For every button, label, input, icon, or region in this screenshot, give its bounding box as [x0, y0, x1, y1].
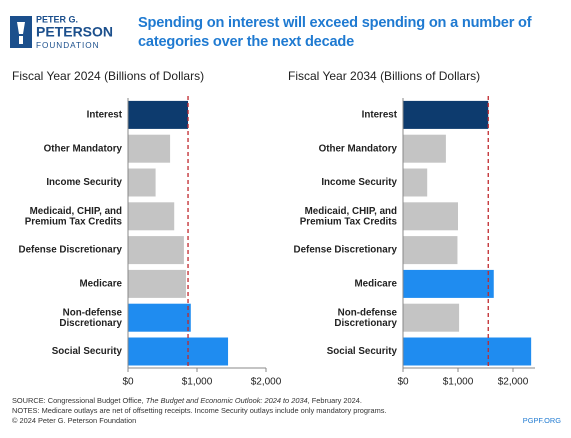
category-label: Non-defense Discretionary: [59, 307, 122, 329]
category-label: Defense Discretionary: [294, 245, 398, 256]
category-label: Other Mandatory: [44, 143, 123, 154]
source-text: SOURCE: Congressional Budget Office,: [12, 396, 146, 405]
bar: [128, 168, 156, 197]
category-label: Social Security: [52, 346, 123, 357]
category-label: Interest: [87, 109, 123, 120]
bar: [403, 202, 458, 231]
x-tick-label: $1,000: [182, 377, 213, 388]
source-text: The Budget and Economic Outlook: 2024 to…: [145, 396, 308, 405]
category-label: Income Security: [46, 177, 122, 188]
bar: [128, 236, 184, 265]
chart-subtitle: Fiscal Year 2034 (Billions of Dollars): [288, 69, 480, 83]
url: PGPF.ORG: [522, 416, 561, 425]
bar: [403, 269, 494, 298]
bar: [128, 303, 191, 332]
category-label: Income Security: [321, 177, 397, 188]
category-label: Other Mandatory: [319, 143, 398, 154]
x-tick-label: $0: [397, 377, 409, 388]
bar: [128, 202, 175, 231]
bar: [128, 100, 189, 129]
category-label: Medicare: [80, 278, 123, 289]
logo-text: PETER G.: [36, 14, 78, 24]
bar: [128, 269, 186, 298]
category-label: Medicaid, CHIP, and Premium Tax Credits: [25, 206, 123, 228]
copyright: © 2024 Peter G. Peterson Foundation: [12, 416, 137, 425]
logo-torch: [17, 22, 25, 44]
title: Spending on interest will exceed spendin…: [138, 15, 532, 50]
x-tick-label: $1,000: [443, 377, 474, 388]
logo-text: PETERSON: [36, 24, 113, 40]
x-tick-label: $0: [122, 377, 134, 388]
notes: NOTES: Medicare outlays are net of offse…: [12, 406, 387, 415]
bar: [403, 236, 458, 265]
bar: [403, 134, 446, 163]
source: SOURCE: Congressional Budget Office, The…: [12, 396, 562, 406]
x-tick-label: $2,000: [498, 377, 529, 388]
bar: [403, 303, 460, 332]
bar: [403, 100, 489, 129]
logo: PETER G. PETERSON FOUNDATION: [10, 14, 113, 50]
logo-text: FOUNDATION: [36, 41, 100, 50]
chart-subtitle: Fiscal Year 2024 (Billions of Dollars): [12, 69, 204, 83]
bar: [128, 337, 229, 366]
category-label: Defense Discretionary: [19, 245, 123, 256]
x-tick-label: $2,000: [251, 377, 282, 388]
category-label: Medicaid, CHIP, and Premium Tax Credits: [300, 206, 398, 228]
category-label: Interest: [362, 109, 398, 120]
bar: [128, 134, 171, 163]
category-label: Non-defense Discretionary: [334, 307, 397, 329]
bar: [403, 168, 428, 197]
source-text: , February 2024.: [307, 396, 362, 405]
footer: SOURCE: Congressional Budget Office, The…: [12, 396, 562, 426]
bar: [403, 337, 532, 366]
category-label: Medicare: [355, 278, 398, 289]
category-label: Social Security: [327, 346, 398, 357]
